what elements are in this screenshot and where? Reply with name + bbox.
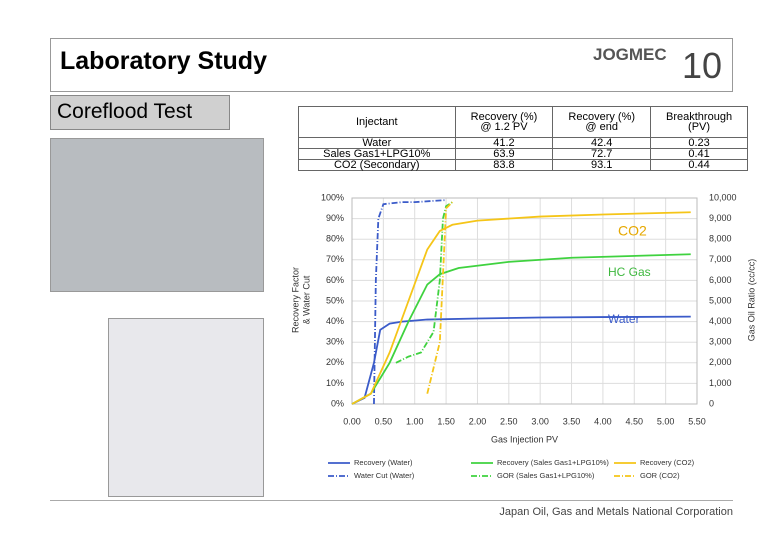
data-line [351, 253, 691, 405]
data-line [351, 315, 691, 405]
x-tick-label: 5.50 [688, 416, 706, 426]
x-tick-label: 3.50 [563, 416, 581, 426]
y2-tick-label: 4,000 [709, 316, 732, 326]
table-cell: Recovery (%) @ end [552, 106, 652, 138]
data-line [426, 201, 453, 394]
y-axis-label: Recovery Factor& Water Cut [291, 267, 312, 333]
y2-tick-label: 0 [709, 398, 714, 408]
x-tick-label: 2.00 [469, 416, 487, 426]
y-tick-label: 20% [326, 357, 344, 367]
plot-frame [351, 197, 698, 405]
y-tick-label: 10% [326, 378, 344, 388]
y2-axis-label: Gas Oil Ratio (cc/cc) [746, 259, 756, 342]
x-tick-label: 2.50 [500, 416, 518, 426]
table-row: Sales Gas1+LPG10% 63.9 72.7 0.41 [298, 148, 748, 160]
x-tick-label: 3.00 [531, 416, 549, 426]
photo [50, 138, 264, 292]
y2-tick-label: 6,000 [709, 275, 732, 285]
y2-tick-label: 9,000 [709, 213, 732, 223]
page-number: 10 [681, 45, 722, 86]
legend-label: Recovery (CO2) [640, 458, 695, 467]
y2-tick-label: 10,000 [709, 192, 737, 202]
y2-tick-label: 2,000 [709, 357, 732, 367]
data-line [351, 211, 691, 405]
x-tick-label: 0.00 [343, 416, 361, 426]
y2-tick-label: 7,000 [709, 254, 732, 264]
y-tick-label: 90% [326, 213, 344, 223]
title: Laboratory Study [60, 47, 267, 75]
x-tick-label: 4.00 [594, 416, 612, 426]
y-tick-label: 0% [331, 398, 344, 408]
y-tick-label: 30% [326, 337, 344, 347]
x-tick-label: 0.50 [375, 416, 393, 426]
table-cell: 83.8 [454, 159, 554, 171]
x-tick-label: 1.50 [437, 416, 455, 426]
annotation: CO2 [618, 223, 647, 239]
table-row: CO2 (Secondary) 83.8 93.1 0.44 [298, 159, 748, 171]
table-cell: 0.44 [650, 159, 748, 171]
x-tick-label: 4.50 [626, 416, 644, 426]
table-cell: CO2 (Secondary) [298, 159, 456, 171]
annotation: Water [608, 312, 640, 326]
y2-tick-label: 3,000 [709, 337, 732, 347]
header: Laboratory Study JOGMEC 10 [50, 38, 733, 92]
table: Injectant Recovery (%) @ 1.2 PV Recovery (… [298, 106, 748, 171]
legend-label: GOR (CO2) [640, 471, 680, 480]
y-tick-label: 100% [321, 192, 344, 202]
legend-label: Recovery (Water) [354, 458, 413, 467]
legend-label: Water Cut (Water) [354, 471, 415, 480]
legend-label: Recovery (Sales Gas1+LPG10%) [497, 458, 609, 467]
data-line [395, 201, 453, 364]
y2-tick-label: 5,000 [709, 295, 732, 305]
y-tick-label: 50% [326, 295, 344, 305]
legend-label: GOR (Sales Gas1+LPG10%) [497, 471, 595, 480]
y-tick-label: 40% [326, 316, 344, 326]
footer-line [50, 500, 733, 501]
logo: JOGMEC [593, 45, 667, 64]
y2-tick-label: 1,000 [709, 378, 732, 388]
y-tick-label: 70% [326, 254, 344, 264]
annotation: HC Gas [608, 265, 651, 279]
x-tick-label: 5.00 [657, 416, 675, 426]
y2-tick-label: 8,000 [709, 234, 732, 244]
x-tick-label: 1.00 [406, 416, 424, 426]
data-line [373, 199, 447, 405]
y-tick-label: 60% [326, 275, 344, 285]
photo [108, 318, 264, 497]
x-axis-label: Gas Injection PV [491, 434, 558, 444]
section-title: Coreflood Test [50, 95, 230, 130]
footer: Japan Oil, Gas and Metals National Corpo… [499, 506, 733, 518]
y-tick-label: 80% [326, 234, 344, 244]
